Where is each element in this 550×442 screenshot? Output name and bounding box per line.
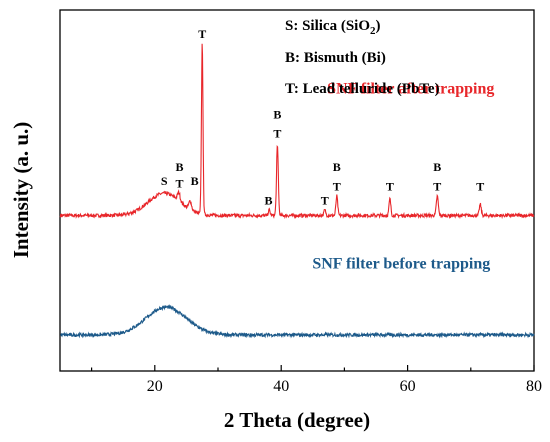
peak-label: B: [175, 160, 183, 174]
series-label-after-trapping: SNF filter after trapping: [327, 80, 494, 97]
peak-label: B: [433, 160, 441, 174]
peak-label: T: [433, 180, 441, 194]
plot-frame: [59, 9, 535, 372]
series-label-before-trapping: SNF filter before trapping: [312, 255, 490, 272]
x-tick-label: 60: [400, 378, 416, 395]
legend-entry-lead-telluride: T: Lead telluride (PbTe): [285, 81, 440, 97]
x-tick-label: 80: [526, 378, 542, 395]
peak-label: T: [175, 177, 183, 191]
series-line-before-trapping: [60, 304, 535, 339]
x-axis-label: 2 Theta (degree): [224, 408, 370, 432]
y-axis-label: Intensity (a. u.): [9, 122, 33, 259]
x-axis-ticks: 20 40 60 80: [90, 365, 542, 395]
peak-label: T: [386, 180, 394, 194]
peak-label: T: [198, 27, 206, 41]
x-tick-label: 20: [147, 378, 163, 395]
legend-entry-silica: S: Silica (SiO2): [285, 18, 381, 37]
peak-label: B: [273, 107, 281, 121]
legend-text: S: Silica (SiO2) B: Bismuth (Bi) T: Lead…: [285, 18, 440, 97]
peak-label: B: [191, 174, 199, 188]
peak-label: T: [476, 180, 484, 194]
peak-label: B: [265, 193, 273, 207]
peak-label: S: [161, 174, 168, 188]
x-tick-label: 40: [273, 378, 289, 395]
series-labels: SNF filter after trapping SNF filter befo…: [312, 80, 494, 272]
peak-label: T: [273, 127, 281, 141]
series-layer: [59, 43, 535, 339]
legend-entry-bismuth: B: Bismuth (Bi): [285, 50, 386, 66]
peak-label: T: [321, 193, 329, 207]
peak-label: T: [333, 180, 341, 194]
peak-label: B: [333, 160, 341, 174]
series-line-after-trapping: [59, 43, 535, 220]
